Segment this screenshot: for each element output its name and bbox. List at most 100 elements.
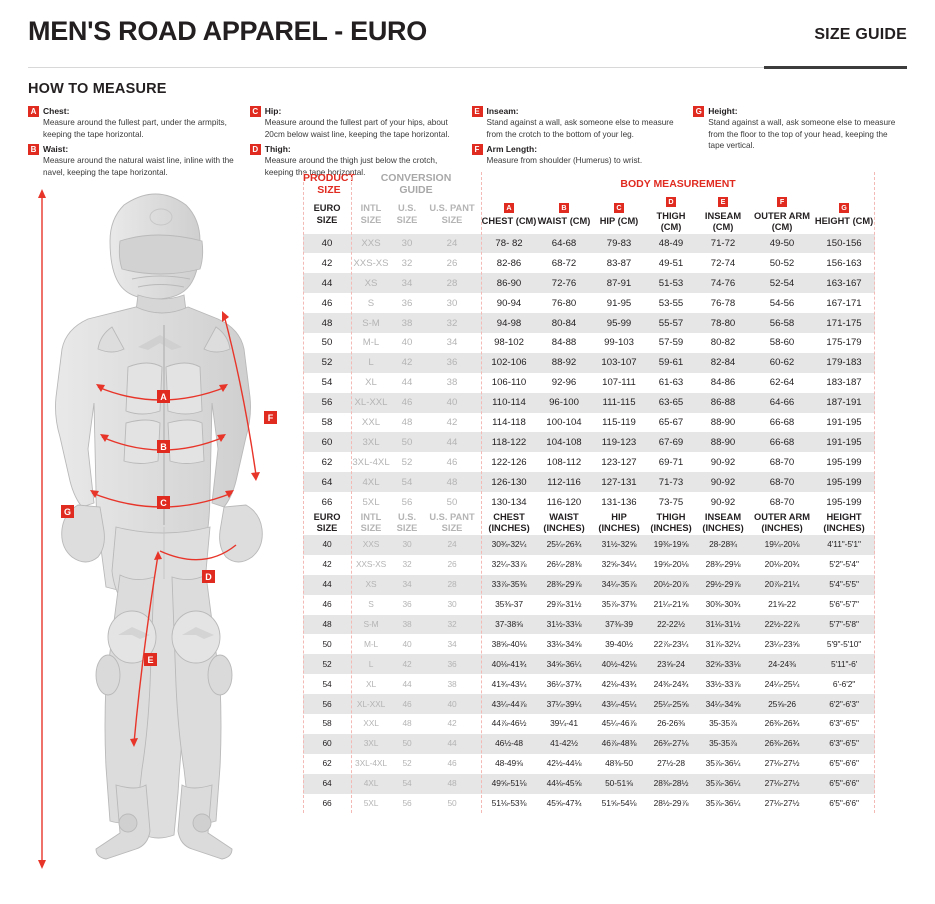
table-cell: 80-84 — [537, 313, 592, 333]
measure-item-label: Hip: — [264, 106, 282, 116]
measure-item-header: A Chest: — [28, 105, 234, 117]
table-cell: 55-57 — [647, 313, 696, 333]
table-cell: 92-96 — [551, 377, 577, 389]
table-cell: 52-54 — [751, 273, 814, 294]
table-cell: 187-191 — [813, 392, 876, 413]
table-col-header-inseam-cm: E INSEAM (CM) — [695, 196, 751, 234]
letter-badge-d-icon: D — [249, 144, 261, 155]
measure-item-header: F Arm Length: — [471, 143, 678, 155]
table-group-header-label: PRODUCT SIZE — [303, 172, 355, 196]
table-col-header-label: HIP (INCHES) — [598, 511, 640, 534]
measure-item-label: Thigh: — [264, 144, 291, 154]
table-cell: 34 — [391, 574, 423, 595]
table-cell: 5'4"-5'5" — [813, 574, 876, 595]
table-cell: 34⅝-36¼ — [537, 654, 592, 675]
table-cell: 40 — [423, 694, 482, 714]
table-row: 46 S 36 30 35⅜-37 29⅞-31½ 35⅞-37⅜ 21¼-21⅝ 30⅜-30… — [303, 595, 875, 615]
table-col-header-label: CHEST (INCHES) — [488, 511, 530, 534]
measure-item-description: Stand against a wall, ask someone else t… — [486, 118, 674, 139]
table-cell: M-L — [363, 638, 379, 649]
table-cell: 40½-42⅛ — [591, 654, 648, 675]
col-letter-wrap: A — [481, 202, 537, 214]
table-cell: 20½-20⅞ — [647, 574, 696, 595]
table-cell: 30 — [447, 599, 457, 610]
table-cell: 38 — [447, 678, 457, 689]
table-cell: 195-199 — [813, 472, 876, 493]
table-cell: 31⅞-32¼ — [705, 638, 741, 649]
table-cell: XL-XXL — [351, 392, 391, 413]
table-cell: 102-106 — [481, 352, 538, 373]
col-letter-wrap: G — [813, 202, 875, 214]
table-cell: 64 — [303, 472, 351, 493]
table-col-header-euro-size: EURO SIZE — [303, 196, 351, 234]
table-col-header-height-inches: HEIGHT (INCHES) — [813, 512, 875, 535]
table-cell: XXS — [351, 233, 391, 254]
table-cell: 48 — [423, 773, 482, 794]
table-col-header-label: INSEAM (CM) — [704, 210, 742, 233]
table-row: 48 S-M 38 32 37-38⅝ 31½-33⅛ 37⅜-39 22-22½ 31⅛-31… — [303, 614, 876, 635]
table-row: 58 XXL 48 42 114-118 100-104 115-119 65-67 88-90… — [303, 413, 875, 433]
table-cell: 54 — [322, 678, 332, 689]
table-cell: 49⅝-51⅛ — [481, 773, 538, 794]
table-cell: L — [351, 352, 391, 373]
col-letter-wrap: F — [751, 196, 813, 208]
table-cell: 60 — [303, 733, 351, 754]
col-letter-wrap: B — [537, 202, 591, 214]
size-chart-table: PRODUCT SIZE CONVERSION GUIDE BODY MEASURE… — [303, 172, 876, 813]
table-cell: 130-134 — [491, 496, 527, 508]
table-cell: XL — [365, 377, 377, 389]
table-cell: 32 — [401, 257, 413, 269]
table-cell: 64-66 — [751, 392, 814, 413]
table-cell: 29½-29⅞ — [695, 574, 752, 595]
table-cell: 63-65 — [647, 392, 696, 413]
table-col-header-label: INTL SIZE — [360, 203, 382, 225]
table-col-header-euro-size: EURO SIZE — [303, 512, 351, 535]
table-cell: 46 — [322, 599, 332, 610]
measure-item-c: C Hip: Measure around the fullest part of … — [249, 105, 456, 140]
figure-marker-label: F — [268, 413, 274, 423]
measure-item-label: Height: — [708, 106, 738, 116]
table-cell: 46 — [321, 297, 333, 309]
table-inches-header-row: EURO SIZE INTL SIZE U.S. SIZE U.S. PANT SIZ… — [303, 512, 875, 535]
table-cell: 35-35⅞ — [695, 733, 752, 754]
table-row: 58 XXL 48 42 44⅞-46½ 39¼-41 45¼-46⅞ 26-26⅜ 35-35… — [303, 714, 875, 734]
table-cell: 72-74 — [710, 257, 736, 269]
table-cell: 36 — [423, 352, 482, 373]
table-cell: 37⅜-39 — [591, 614, 648, 635]
table-cell: 44⅛-45⅝ — [537, 773, 592, 794]
table-row: 54 XL 44 38 106-110 92-96 107-111 61-63 84-86 62-… — [303, 373, 875, 393]
table-cell: 100-104 — [546, 416, 582, 428]
table-cell: 5'7"-5'8" — [813, 614, 876, 635]
table-row: 60 3XL 50 44 118-122 104-108 119-123 67-69 88-90… — [303, 432, 876, 453]
table-row: 56 XL-XXL 46 40 110-114 96-100 111-115 63-65 86-… — [303, 392, 876, 413]
table-cell: 195-199 — [826, 456, 862, 468]
table-col-header-label: U.S. SIZE — [396, 203, 418, 225]
table-cell: 44 — [402, 678, 412, 689]
table-cell: S-M — [351, 614, 391, 635]
size-table-area: PRODUCT SIZE CONVERSION GUIDE BODY MEASURE… — [303, 172, 876, 814]
table-cell: 50-51⅝ — [591, 773, 648, 794]
table-cell: 27⅛-27½ — [751, 773, 814, 794]
table-cell: 26¼-28⅜ — [546, 559, 582, 570]
table-cell: 86-88 — [695, 392, 752, 413]
table-col-header-label: THIGH (CM) — [656, 210, 686, 233]
table-cell: 26⅜-26¾ — [764, 718, 800, 729]
table-cell: 82-86 — [496, 257, 522, 269]
table-cell: 48 — [303, 313, 351, 333]
table-cell: 95-99 — [591, 313, 648, 333]
table-cell: 171-175 — [813, 313, 876, 333]
table-cell: 40 — [303, 233, 351, 254]
table-cell: 115-119 — [602, 416, 636, 428]
divider-dark — [764, 66, 907, 69]
letter-badge-g-icon: G — [693, 106, 705, 117]
table-cell: 3XL — [351, 432, 391, 453]
table-cell: 6'5"-6'6" — [829, 758, 859, 769]
table-cell: 40 — [423, 392, 482, 413]
table-row: 46 S 36 30 90-94 76-80 91-95 53-55 76-78 54-56 167… — [303, 293, 875, 313]
table-cell: 24-24⅜ — [751, 654, 814, 675]
table-cell: 66-68 — [769, 416, 795, 428]
table-col-header-chest-inches: CHEST (INCHES) — [481, 512, 537, 535]
table-row: 64 4XL 54 48 49⅝-51⅛ 44⅛-45⅝ 50-51⅝ 28⅜-28½ 35⅞-… — [303, 773, 876, 794]
table-row: 62 3XL-4XL 52 46 122-126 108-112 123-127 69-71 9… — [303, 452, 875, 472]
table-cell: 34¼-35⅞ — [591, 574, 648, 595]
